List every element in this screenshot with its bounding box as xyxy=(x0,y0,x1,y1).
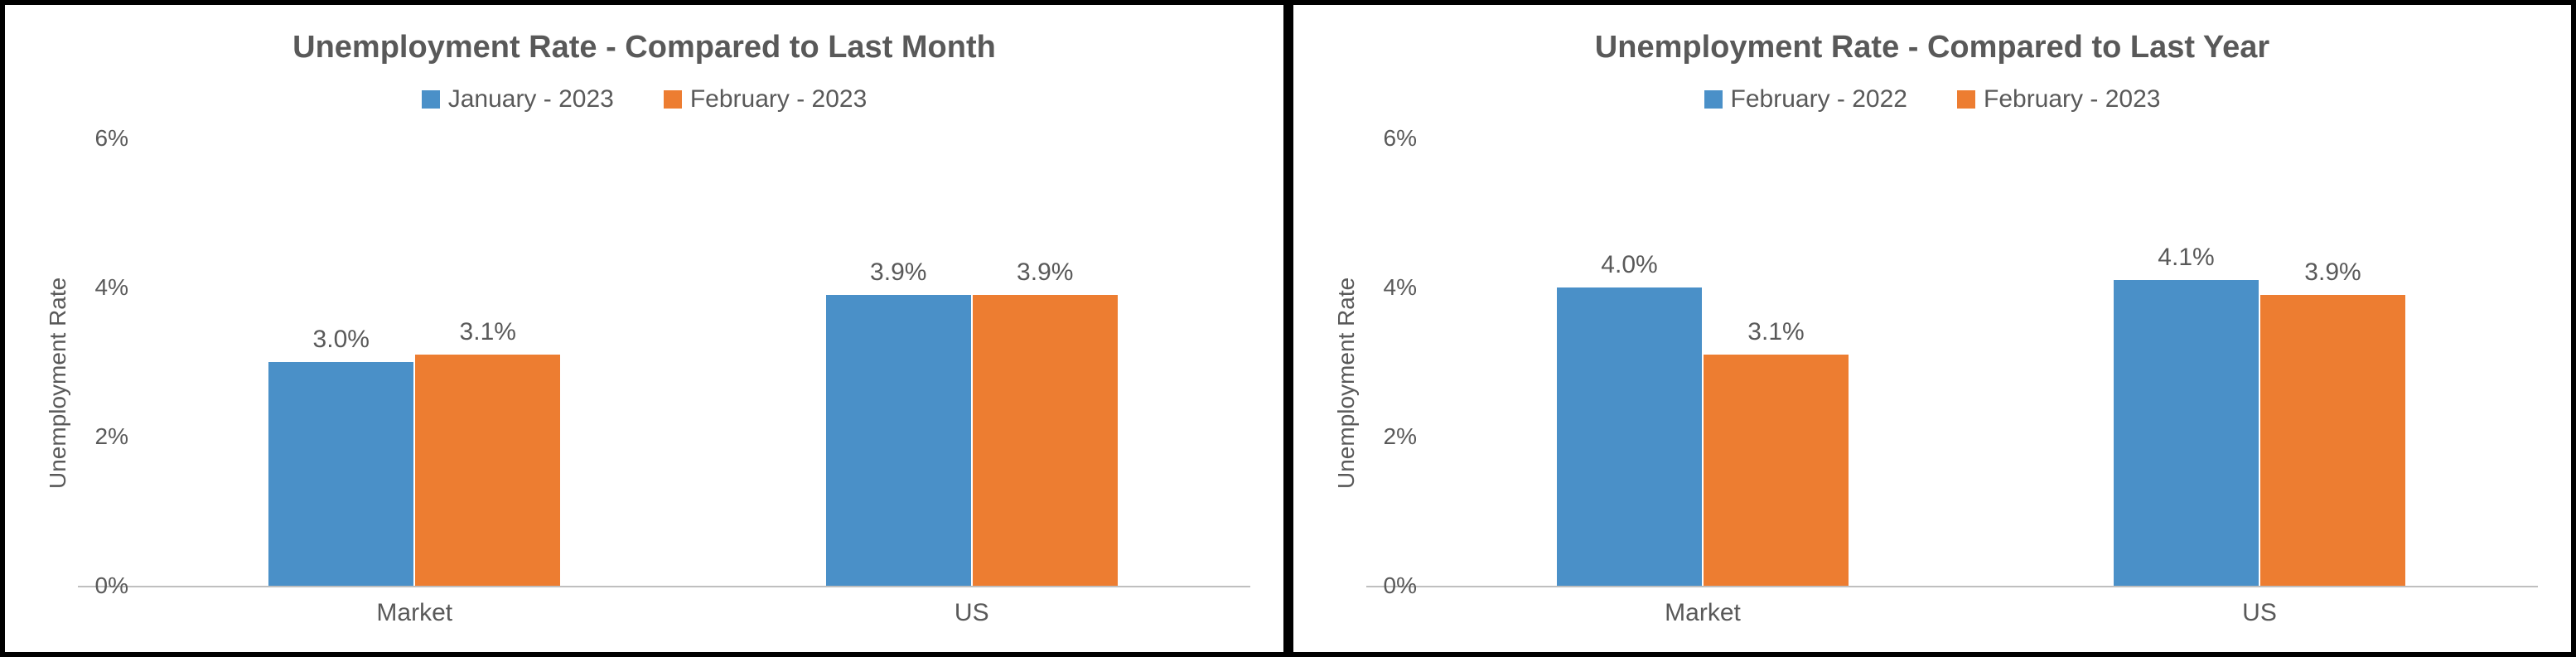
plot-column: 0% 2% 4% 6% 3.0% 3.1% xyxy=(78,138,1250,627)
plot-area: 0% 2% 4% 6% 3.0% 3.1% xyxy=(78,138,1250,587)
y-tick: 2% xyxy=(1384,423,1417,450)
y-axis-label: Unemployment Rate xyxy=(38,138,78,627)
y-tick: 0% xyxy=(1384,572,1417,599)
bar-series2: 3.1% xyxy=(1704,355,1849,586)
legend-item-series1: February - 2022 xyxy=(1704,85,1907,114)
y-tick: 6% xyxy=(95,125,128,152)
bars-region: 3.0% 3.1% 3.9% 3.9% xyxy=(136,138,1250,586)
legend-label: February - 2023 xyxy=(1984,85,2160,114)
bar-value-label: 3.9% xyxy=(870,258,926,287)
legend-label: February - 2023 xyxy=(690,85,867,114)
legend-swatch-icon xyxy=(422,90,440,109)
legend-swatch-icon xyxy=(1704,90,1723,109)
plot-area: 0% 2% 4% 6% 4.0% 3.1% xyxy=(1366,138,2538,587)
bar-value-label: 4.0% xyxy=(1601,251,1657,279)
bar-series1: 4.0% xyxy=(1557,287,1702,586)
legend-item-series2: February - 2023 xyxy=(1957,85,2160,114)
bar-series2: 3.1% xyxy=(415,355,560,586)
legend-item-series2: February - 2023 xyxy=(664,85,867,114)
legend: February - 2022 February - 2023 xyxy=(1327,85,2538,114)
chart-title: Unemployment Rate - Compared to Last Yea… xyxy=(1327,30,2538,65)
x-label: US xyxy=(694,599,1251,627)
x-axis-labels: Market US xyxy=(136,599,1250,627)
bar-group-market: 3.0% 3.1% xyxy=(136,138,694,586)
bars-region: 4.0% 3.1% 4.1% 3.9% xyxy=(1424,138,2538,586)
legend-item-series1: January - 2023 xyxy=(422,85,614,114)
y-axis-label: Unemployment Rate xyxy=(1327,138,1366,627)
bar-value-label: 3.9% xyxy=(2304,258,2361,287)
bar-group-us: 4.1% 3.9% xyxy=(1981,138,2538,586)
y-tick: 4% xyxy=(1384,274,1417,301)
bar-value-label: 4.1% xyxy=(2158,244,2214,272)
bar-series1: 3.0% xyxy=(268,362,413,586)
bar-value-label: 3.0% xyxy=(313,326,370,354)
bar-value-label: 3.1% xyxy=(460,318,516,346)
chart-body: Unemployment Rate 0% 2% 4% 6% 3.0% 3.1% xyxy=(38,138,1250,627)
bar-series1: 4.1% xyxy=(2114,280,2259,586)
y-tick: 0% xyxy=(95,572,128,599)
bar-group-us: 3.9% 3.9% xyxy=(694,138,1251,586)
y-ticks: 0% 2% 4% 6% xyxy=(1366,138,1424,586)
x-label: Market xyxy=(136,599,694,627)
bar-series2: 3.9% xyxy=(2260,295,2405,586)
legend-label: January - 2023 xyxy=(448,85,614,114)
chart-panel-last-year: Unemployment Rate - Compared to Last Yea… xyxy=(1288,0,2576,657)
chart-title: Unemployment Rate - Compared to Last Mon… xyxy=(38,30,1250,65)
bar-value-label: 3.1% xyxy=(1747,318,1804,346)
legend-swatch-icon xyxy=(1957,90,1975,109)
y-tick: 4% xyxy=(95,274,128,301)
y-ticks: 0% 2% 4% 6% xyxy=(78,138,136,586)
legend: January - 2023 February - 2023 xyxy=(38,85,1250,114)
y-tick: 6% xyxy=(1384,125,1417,152)
x-label: US xyxy=(1981,599,2538,627)
x-label: Market xyxy=(1424,599,1981,627)
y-tick: 2% xyxy=(95,423,128,450)
bar-group-market: 4.0% 3.1% xyxy=(1424,138,1981,586)
x-axis-labels: Market US xyxy=(1424,599,2538,627)
chart-panel-last-month: Unemployment Rate - Compared to Last Mon… xyxy=(0,0,1288,657)
chart-body: Unemployment Rate 0% 2% 4% 6% 4.0% 3.1% xyxy=(1327,138,2538,627)
plot-column: 0% 2% 4% 6% 4.0% 3.1% xyxy=(1366,138,2538,627)
bar-series2: 3.9% xyxy=(973,295,1118,586)
legend-label: February - 2022 xyxy=(1731,85,1907,114)
bar-series1: 3.9% xyxy=(826,295,971,586)
legend-swatch-icon xyxy=(664,90,682,109)
bar-value-label: 3.9% xyxy=(1017,258,1073,287)
